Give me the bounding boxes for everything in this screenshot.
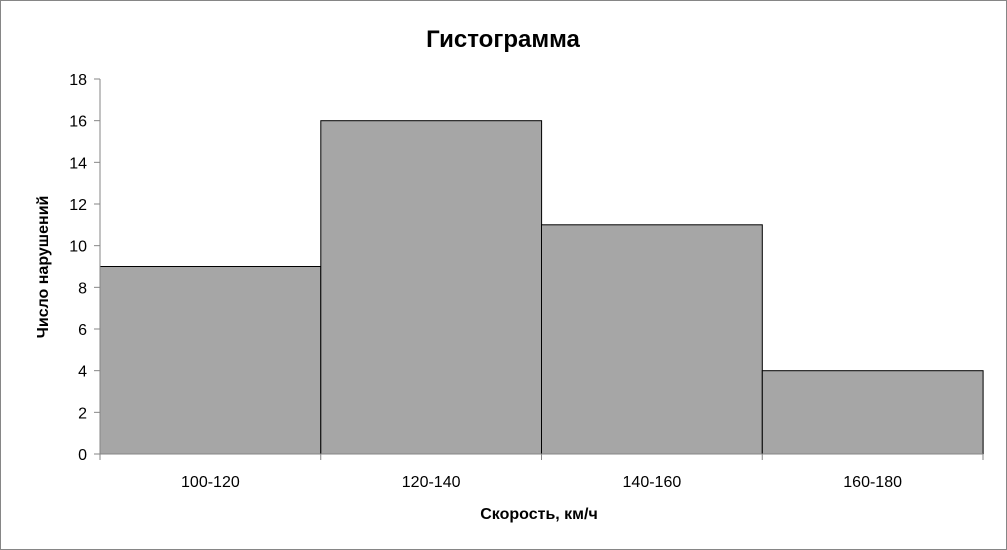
x-axis-label: Скорость, км/ч — [480, 506, 598, 523]
y-tick-label-0: 0 — [78, 447, 87, 464]
x-tick-label-140-160: 140-160 — [623, 474, 682, 491]
y-tick-label-16: 16 — [69, 114, 87, 131]
y-tick-label-18: 18 — [69, 72, 87, 89]
y-tick-label-6: 6 — [78, 322, 87, 339]
chart-title: Гистограмма — [426, 26, 580, 53]
bar-160-180 — [761, 370, 984, 455]
x-tick-label-160-180: 160-180 — [843, 474, 902, 491]
x-ticks-group: 100-120 120-140 140-160 160-180 — [99, 454, 984, 491]
bar-140-160 — [541, 224, 763, 455]
y-tick-label-2: 2 — [78, 405, 87, 422]
x-tick-label-100-120: 100-120 — [181, 474, 240, 491]
y-axis-label: Число нарушений — [35, 196, 52, 339]
bar-120-140 — [320, 120, 543, 455]
bar-100-120 — [99, 266, 322, 455]
y-tick-label-12: 12 — [69, 197, 87, 214]
y-tick-label-8: 8 — [78, 280, 87, 297]
y-tick-label-4: 4 — [78, 364, 87, 381]
y-tick-label-10: 10 — [69, 239, 87, 256]
y-ticks-group: 0 2 4 6 8 10 12 14 16 18 — [69, 72, 100, 464]
y-tick-label-14: 14 — [69, 155, 87, 172]
x-tick-label-120-140: 120-140 — [402, 474, 461, 491]
bars-group — [99, 120, 984, 455]
